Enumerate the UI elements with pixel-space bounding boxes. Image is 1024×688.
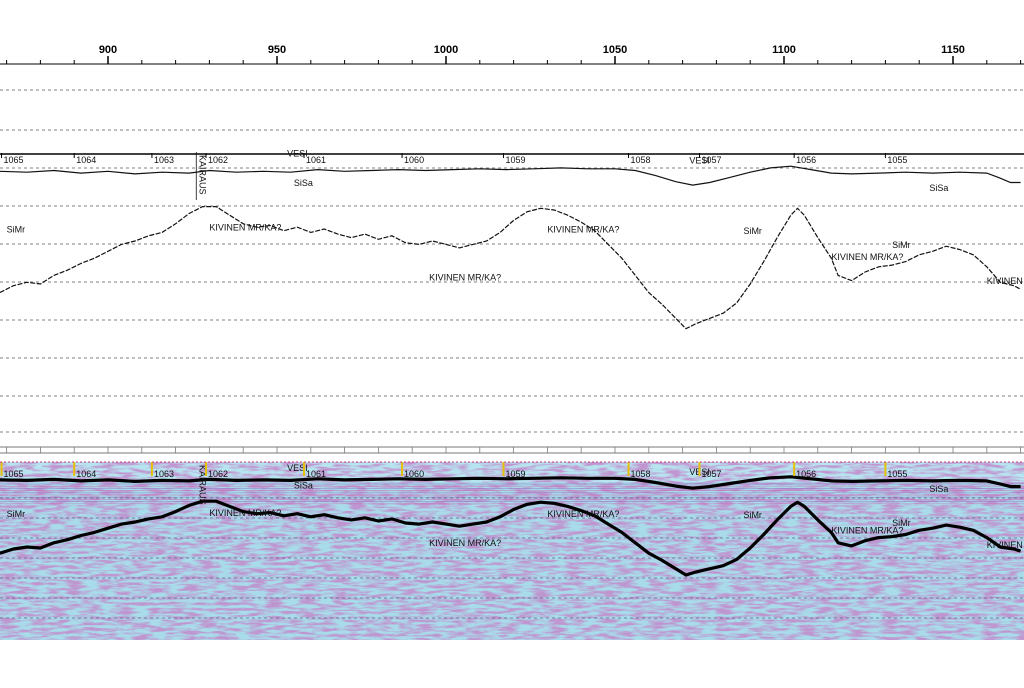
annotation: KIVINEN MR/KA? xyxy=(209,223,281,233)
fix-number: 1061 xyxy=(306,469,326,479)
distance-axis: 900 950 1000 1050 1100 1150 xyxy=(0,44,1024,65)
annotation: SiMr xyxy=(892,240,911,250)
annotation: SiMr xyxy=(743,510,762,520)
series-line-sisa xyxy=(0,206,1021,330)
x-tick-label: 1150 xyxy=(941,44,965,56)
series-line-vesi xyxy=(0,165,1021,186)
fix-number: 1059 xyxy=(505,155,525,165)
annotation: SiMr xyxy=(7,224,26,234)
fix-number: 1057 xyxy=(702,155,722,165)
borehole-label: KAIRAUS xyxy=(197,155,207,195)
annotation: SiSa xyxy=(929,484,948,494)
fix-number: 1056 xyxy=(796,469,816,479)
fix-number: 1062 xyxy=(208,155,228,165)
fix-number: 1059 xyxy=(505,469,525,479)
lower-gridlines xyxy=(0,497,1024,619)
radar-horizon-vesi xyxy=(0,475,1021,490)
x-tick-label: 1000 xyxy=(434,44,458,56)
x-tick-label: 1100 xyxy=(772,44,796,56)
annotation: SiMr xyxy=(7,509,26,519)
fix-number: 1062 xyxy=(208,469,228,479)
annotation: KIVINEN MR/KA? xyxy=(987,276,1024,286)
annotation: KIVINEN MR/KA? xyxy=(547,224,619,234)
fix-number: 1058 xyxy=(631,155,651,165)
upper-annotations: VESI VESI SiSa SiSa SiMr SiMr SiMr KIVINEN MR/K… xyxy=(7,149,1024,286)
annotation: KIVINEN MR/KA? xyxy=(429,273,501,283)
fix-number: 1065 xyxy=(4,155,24,165)
radargram-texture xyxy=(0,462,1024,640)
annotation: KIVINEN MR/KA? xyxy=(831,525,903,535)
annotation: KIVINEN MR/KA? xyxy=(547,509,619,519)
annotation: SiSa xyxy=(294,481,313,491)
annotation: KIVINEN MR/KA? xyxy=(209,508,281,518)
fix-number: 1063 xyxy=(154,155,174,165)
fix-number: 1056 xyxy=(796,155,816,165)
reflection-stripes xyxy=(0,483,1024,505)
fix-number: 1055 xyxy=(887,469,907,479)
annotation: SiMr xyxy=(743,226,762,236)
fix-number: 1060 xyxy=(404,155,424,165)
upper-fix-numbers: 1065 1064 1063 1062 1061 1060 1059 1058 1057 1056… xyxy=(1,153,907,165)
annotation: KIVINEN MR/KA? xyxy=(987,540,1024,550)
lower-fix-numbers: 1065 1064 1063 1062 1061 1060 1059 1058 1057 1056… xyxy=(0,462,907,479)
fix-number: 1064 xyxy=(76,155,96,165)
upper-gridlines xyxy=(0,89,1024,433)
annotation: KIVINEN MR/KA? xyxy=(831,252,903,262)
annotation: VESI xyxy=(287,463,308,473)
annotation: SiSa xyxy=(929,183,948,193)
fix-number: 1064 xyxy=(76,469,96,479)
annotation: SiMr xyxy=(892,518,911,528)
fix-number: 1055 xyxy=(887,155,907,165)
upper-series xyxy=(0,165,1021,330)
fix-number: 1061 xyxy=(306,155,326,165)
annotation: KIVINEN MR/KA? xyxy=(429,538,501,548)
annotation: SiSa xyxy=(294,178,313,188)
annotation: VESI xyxy=(287,149,308,159)
fix-number: 1060 xyxy=(404,469,424,479)
panel-separator xyxy=(0,446,1024,454)
interpretation-panel: VESI VESI SiSa SiSa SiMr SiMr SiMr KIVINEN MR/K… xyxy=(0,89,1024,433)
radar-horizon-sisa xyxy=(0,499,1022,577)
fix-number: 1065 xyxy=(4,469,24,479)
fix-number: 1057 xyxy=(702,469,722,479)
x-tick-label: 900 xyxy=(99,44,117,56)
borehole-label: KAIRAUS xyxy=(197,465,207,505)
lower-series xyxy=(0,475,1022,577)
fix-number: 1058 xyxy=(631,469,651,479)
annotation: VESI xyxy=(689,156,710,166)
x-tick-label: 1050 xyxy=(603,44,627,56)
x-tick-label: 950 xyxy=(268,44,286,56)
fix-number: 1063 xyxy=(154,469,174,479)
